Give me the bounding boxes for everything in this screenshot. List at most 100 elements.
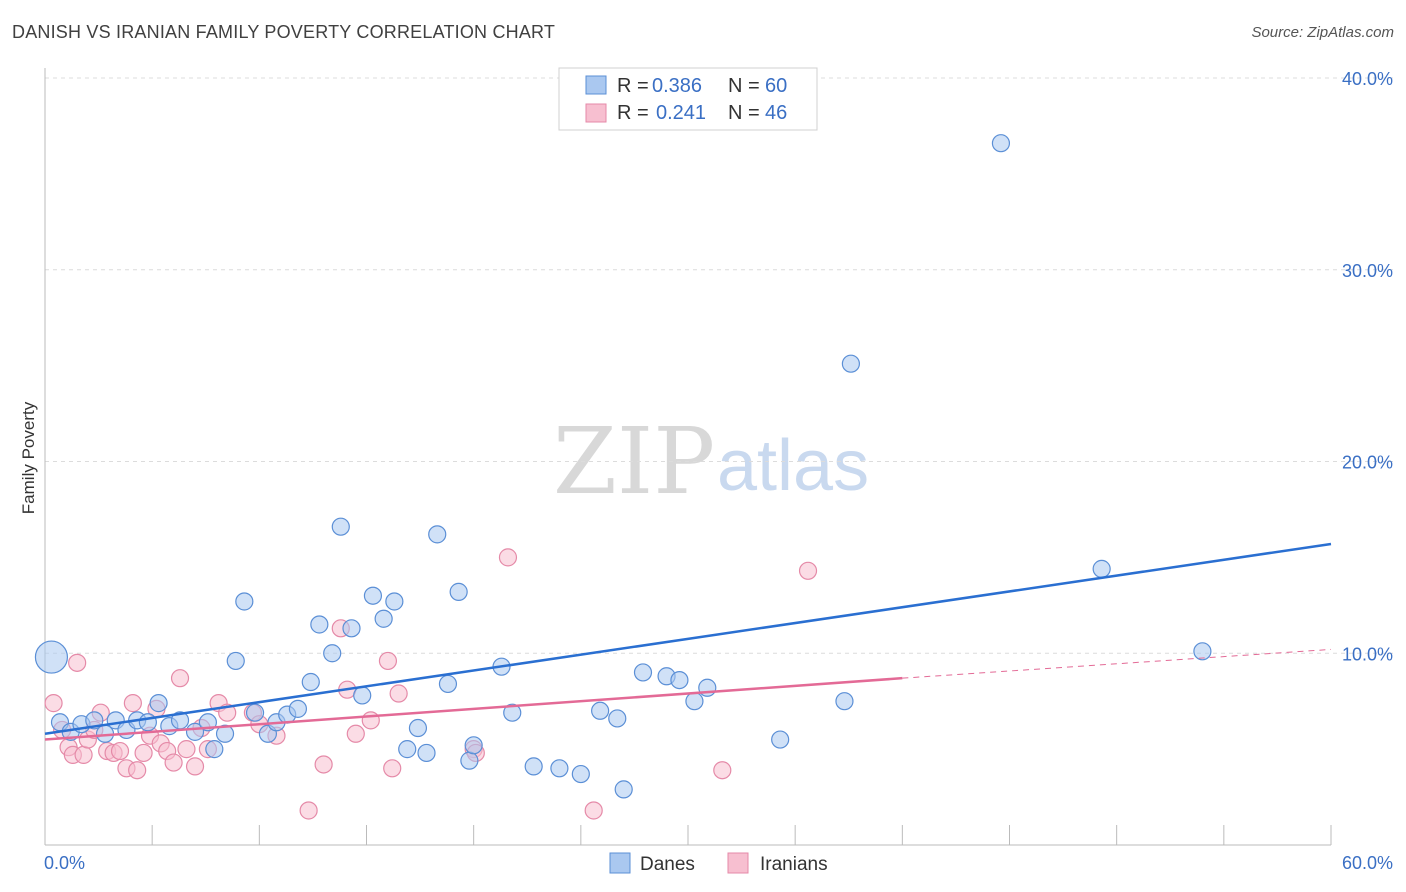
danes-point <box>417 743 436 763</box>
bottom-legend-label-danes: Danes <box>640 854 695 875</box>
legend-n-value-iranians: 46 <box>765 102 787 124</box>
iranians-point <box>185 757 205 776</box>
danes-point <box>449 582 468 601</box>
iranians-trendline-extension <box>902 648 1332 679</box>
danes-point <box>310 615 329 634</box>
iranians-point <box>128 761 147 780</box>
iranians-point <box>110 741 130 761</box>
source-credit: Source: ZipAtlas.com <box>1251 24 1394 41</box>
x-tick-label-min: 0.0% <box>44 853 85 873</box>
danes-point <box>288 699 308 718</box>
danes-point <box>1193 642 1212 661</box>
danes-point <box>226 651 245 671</box>
iranians-point <box>498 548 518 567</box>
series-legend: Danes Iranians <box>609 852 828 875</box>
danes-point <box>342 619 361 638</box>
danes-point <box>991 134 1011 153</box>
iranians-point <box>713 761 732 780</box>
danes-point <box>460 751 479 770</box>
legend-r-label-iranians: R = <box>617 102 649 124</box>
danes-point <box>608 709 627 728</box>
danes-point <box>398 740 417 759</box>
danes-point <box>503 703 522 722</box>
danes-points <box>34 134 1212 799</box>
danes-point <box>591 701 610 720</box>
danes-point <box>85 711 104 730</box>
danes-point <box>841 354 860 373</box>
y-tick-label: 20.0% <box>1342 453 1393 473</box>
x-tick-label-max: 60.0% <box>1342 853 1393 873</box>
danes-point <box>215 724 235 743</box>
danes-point <box>1092 559 1111 578</box>
iranians-point <box>314 755 333 774</box>
danes-point <box>235 592 254 611</box>
iranians-point <box>299 801 318 820</box>
danes-point <box>550 759 569 778</box>
y-axis-tick-labels: 10.0% 20.0% 30.0% 40.0% <box>1342 69 1393 664</box>
x-axis-ticks <box>151 825 1332 845</box>
iranians-point <box>123 694 142 713</box>
iranians-point <box>164 753 183 772</box>
iranians-point <box>378 651 398 671</box>
danes-point <box>323 644 342 663</box>
danes-trendline <box>44 542 1332 736</box>
legend-n-label-danes: N = <box>728 75 760 97</box>
danes-point <box>34 640 69 674</box>
stats-legend: R = 0.386 N = 60 R = 0.241 N = 46 <box>558 67 818 131</box>
iranians-point <box>134 743 153 763</box>
legend-r-label-danes: R = <box>617 75 649 97</box>
iranians-point <box>389 684 408 703</box>
danes-point <box>835 692 854 711</box>
danes-point <box>771 730 790 749</box>
danes-point <box>428 525 447 544</box>
legend-swatch-danes <box>585 75 607 95</box>
danes-point <box>205 740 224 759</box>
legend-n-value-danes: 60 <box>765 75 787 97</box>
legend-n-label-iranians: N = <box>728 102 760 124</box>
y-tick-label: 30.0% <box>1342 261 1393 281</box>
danes-point <box>571 764 590 784</box>
y-tick-label: 10.0% <box>1342 644 1393 664</box>
chart-title: DANISH VS IRANIAN FAMILY POVERTY CORRELA… <box>12 22 556 42</box>
iranians-point <box>170 669 190 688</box>
danes-point <box>685 692 704 711</box>
watermark-zip: ZIP <box>553 408 715 515</box>
danes-point <box>408 718 428 738</box>
bottom-legend-swatch-iranians <box>727 852 749 874</box>
legend-swatch-iranians <box>585 103 607 123</box>
iranians-point <box>361 711 380 730</box>
iranians-point <box>68 653 87 672</box>
iranians-point <box>584 801 603 820</box>
danes-point <box>670 670 689 690</box>
iranians-point <box>74 745 93 764</box>
iranians-point <box>177 740 196 759</box>
bottom-legend-swatch-danes <box>609 852 631 874</box>
danes-point <box>385 592 404 611</box>
iranians-trendline <box>44 676 903 741</box>
danes-point <box>331 517 350 536</box>
danes-point <box>245 703 265 722</box>
danes-point <box>149 694 168 713</box>
danes-point <box>524 757 543 776</box>
watermark-atlas: atlas <box>717 426 869 506</box>
danes-point <box>301 672 320 692</box>
danes-point <box>614 780 633 799</box>
iranians-point <box>346 724 365 743</box>
danes-point <box>138 713 157 732</box>
trendlines <box>44 542 1332 741</box>
y-axis-label: Family Poverty <box>19 401 38 514</box>
legend-r-value-iranians: 0.241 <box>656 102 706 124</box>
danes-point <box>353 686 372 705</box>
iranians-point <box>44 694 63 713</box>
danes-point <box>464 736 483 755</box>
bottom-legend-label-iranians: Iranians <box>760 854 828 875</box>
iranians-point <box>798 561 818 580</box>
danes-point <box>438 674 458 694</box>
danes-point <box>374 609 393 628</box>
iranians-point <box>383 759 402 778</box>
legend-r-value-danes: 0.386 <box>652 75 702 97</box>
y-tick-label: 40.0% <box>1342 69 1393 89</box>
danes-point <box>363 586 383 605</box>
gridlines <box>45 77 1393 654</box>
